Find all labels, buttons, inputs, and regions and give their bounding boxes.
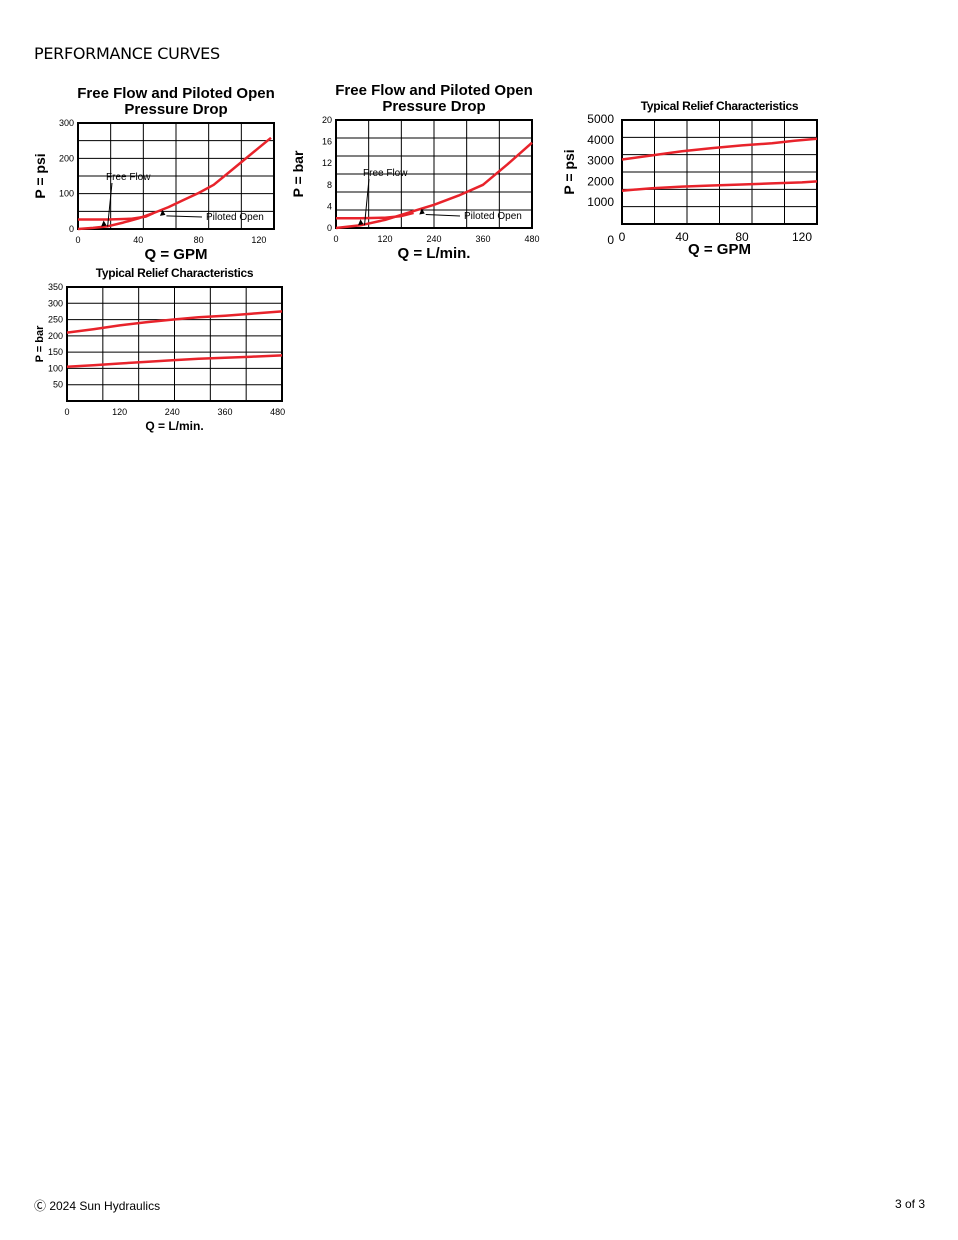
annotation-leader xyxy=(166,215,203,218)
annotation-label: Piloted Open xyxy=(464,211,522,222)
x-tick-label: 0 xyxy=(619,230,626,244)
y-tick-label: 4 xyxy=(327,201,332,211)
series-line-2 xyxy=(621,180,818,192)
y-tick-label: 20 xyxy=(322,115,332,125)
y-tick-label: 50 xyxy=(53,380,63,390)
y-tick-label: 300 xyxy=(59,118,74,128)
x-axis-label: Q = L/min. xyxy=(398,245,471,262)
annotation-arrowhead xyxy=(358,219,364,226)
y-tick-label: 2000 xyxy=(587,174,614,188)
chart-title: Free Flow and Piloted Open xyxy=(335,82,533,99)
chart-title: Typical Relief Characteristics xyxy=(96,266,254,280)
y-tick-label: 4000 xyxy=(587,133,614,147)
y-axis-label: P = psi xyxy=(561,149,577,194)
x-tick-label: 240 xyxy=(165,407,180,417)
y-tick-label: 1000 xyxy=(587,195,614,209)
y-tick-label: 300 xyxy=(48,298,63,308)
x-tick-label: 40 xyxy=(133,235,143,245)
y-axis-label: P = psi xyxy=(32,153,48,198)
x-tick-label: 120 xyxy=(792,230,812,244)
x-tick-label: 120 xyxy=(112,407,127,417)
series-line-2 xyxy=(66,354,283,369)
y-tick-label: 16 xyxy=(322,137,332,147)
x-tick-label: 120 xyxy=(251,235,266,245)
y-axis-label: P = bar xyxy=(290,150,306,197)
y-tick-label: 350 xyxy=(48,282,63,292)
plot-frame xyxy=(621,119,818,225)
x-tick-label: 480 xyxy=(270,407,285,417)
annotation-label: Free Flow xyxy=(363,168,408,179)
y-tick-label: 5000 xyxy=(587,112,614,126)
plot-frame xyxy=(66,286,283,402)
y-tick-label: 3000 xyxy=(587,154,614,168)
series-line-2 xyxy=(77,136,272,231)
y-axis-label: P = bar xyxy=(34,325,46,363)
series-line-2 xyxy=(335,141,533,230)
annotation-leader xyxy=(107,182,113,227)
annotation-arrowhead xyxy=(159,209,166,216)
chart-relief-lpm: Typical Relief Characteristics 0 120 240 360… xyxy=(34,266,285,433)
x-tick-label: 80 xyxy=(735,230,749,244)
page-heading: PERFORMANCE CURVES xyxy=(34,44,220,63)
x-tick-label: 0 xyxy=(64,407,69,417)
grid xyxy=(336,120,532,228)
annotation-label: Free Flow xyxy=(106,172,151,183)
x-tick-label: 40 xyxy=(675,230,689,244)
footer-copyright: Ⓒ 2024 Sun Hydraulics xyxy=(34,1199,161,1213)
x-axis-label: Q = GPM xyxy=(145,246,208,263)
chart-subtitle: Pressure Drop xyxy=(124,101,227,118)
y-tick-label: 100 xyxy=(59,189,74,199)
x-tick-label: 0 xyxy=(75,235,80,245)
chart-subtitle: Pressure Drop xyxy=(382,98,485,115)
x-tick-label: 480 xyxy=(524,234,539,244)
y-tick-label: 12 xyxy=(322,158,332,168)
x-tick-label: 120 xyxy=(377,234,392,244)
plot-frame xyxy=(77,122,275,230)
x-axis-label: Q = L/min. xyxy=(145,419,203,433)
footer-page-number: 3 of 3 xyxy=(894,1197,925,1211)
x-tick-label: 240 xyxy=(426,234,441,244)
y-tick-label: 150 xyxy=(48,347,63,357)
series-line-1 xyxy=(621,137,818,161)
chart-title: Free Flow and Piloted Open xyxy=(77,85,275,102)
chart-title: Typical Relief Characteristics xyxy=(641,99,799,113)
series-line-1 xyxy=(336,211,414,220)
annotation-leader xyxy=(364,178,370,226)
annotation-leader xyxy=(425,213,461,217)
y-tick-label: 8 xyxy=(327,180,332,190)
plot-frame xyxy=(335,119,533,229)
x-axis-label: Q = GPM xyxy=(688,241,751,258)
x-tick-label: 80 xyxy=(194,235,204,245)
annotation-label: Piloted Open xyxy=(206,212,264,223)
grid xyxy=(622,120,817,224)
y-tick-label: 0 xyxy=(607,233,614,247)
x-tick-label: 0 xyxy=(333,234,338,244)
y-tick-label: 200 xyxy=(48,331,63,341)
x-tick-label: 360 xyxy=(217,407,232,417)
series-line-1 xyxy=(66,310,283,334)
y-tick-label: 200 xyxy=(59,153,74,163)
grid xyxy=(67,287,282,401)
annotation-arrowhead xyxy=(419,208,425,215)
y-tick-label: 250 xyxy=(48,315,63,325)
x-tick-label: 360 xyxy=(475,234,490,244)
chart-relief-gpm: Typical Relief Characteristics 0 40 80 120 0 1… xyxy=(561,99,818,258)
annotation-arrowhead xyxy=(101,220,107,227)
y-tick-label: 0 xyxy=(69,224,74,234)
y-tick-label: 0 xyxy=(327,223,332,233)
y-tick-label: 100 xyxy=(48,363,63,373)
